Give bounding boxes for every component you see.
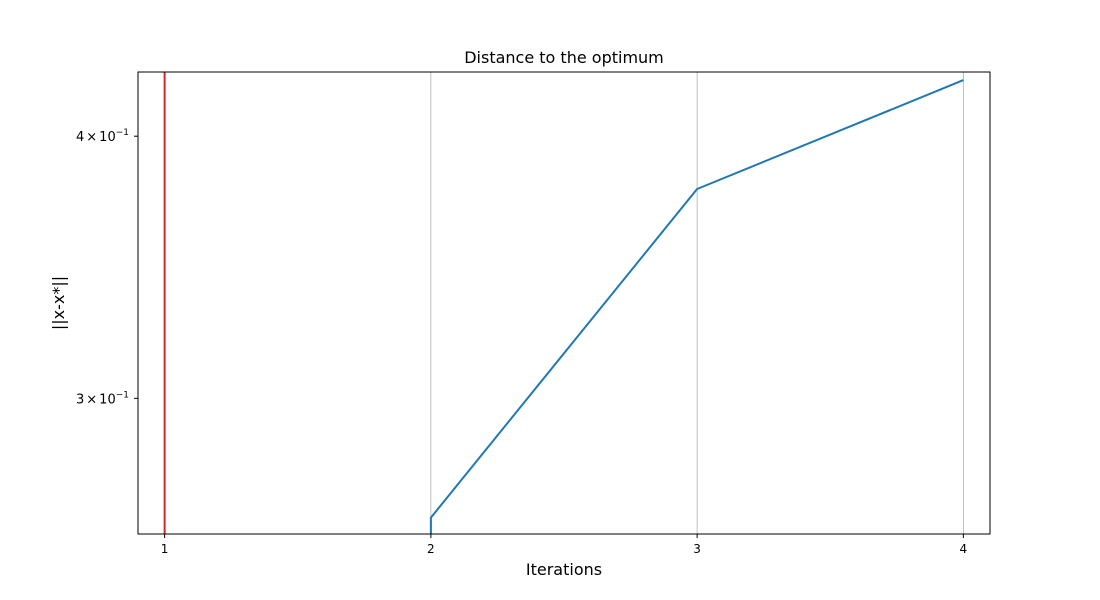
axes-frame	[137, 71, 991, 535]
x-tick-label: 4	[960, 542, 968, 556]
y-tick-mantissa: 3	[76, 392, 84, 407]
y-tick-base: 10	[99, 392, 116, 407]
y-tick-times: ×	[86, 130, 97, 145]
chart-title: Distance to the optimum	[464, 48, 664, 67]
x-tick-label: 3	[693, 542, 701, 556]
y-tick-exponent: −1	[116, 128, 129, 138]
y-tick-times: ×	[86, 392, 97, 407]
y-tick-base: 10	[99, 130, 116, 145]
series-line	[429, 79, 964, 534]
x-axis: 1 2 3 4	[161, 534, 967, 556]
x-axis-label: Iterations	[526, 560, 602, 579]
y-tick-label: 4 × 10−1	[76, 128, 129, 145]
y-tick-label: 3 × 10−1	[76, 390, 129, 407]
x-tick-label: 2	[427, 542, 435, 556]
y-axis: 3 × 10−14 × 10−1	[76, 128, 138, 407]
y-axis-label: ||x-x*||	[49, 276, 68, 330]
plot-area	[163, 72, 964, 534]
y-tick-exponent: −1	[116, 390, 129, 400]
x-tick-label: 1	[161, 542, 169, 556]
y-tick-mantissa: 4	[76, 130, 84, 145]
